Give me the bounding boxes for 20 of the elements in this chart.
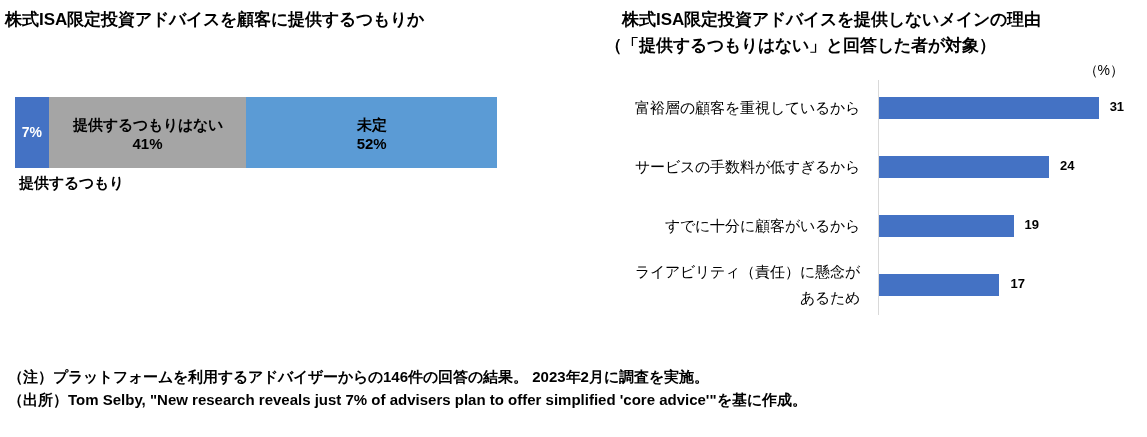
text: （注）プラットフォームを利用するアドバイザーからの146件の回答の結果。 2023年2月に調査を実施。 <box>8 367 710 387</box>
y-tick-label: 富裕層の顧客を重視しているから <box>635 98 860 119</box>
data-label: 17 <box>1010 275 1025 291</box>
chart-title: 株式ISA限定投資アドバイスを提供しないメインの理由 <box>622 9 1042 31</box>
series-label: 未定 <box>355 115 388 134</box>
series-label: 提供するつもりはない <box>71 115 224 134</box>
y-tick-label: ライアビリティ（責任）に懸念があるため <box>634 261 860 308</box>
chart-subtitle: （「提供するつもりはない」と回答した者が対象） <box>605 35 996 57</box>
chart-title: 株式ISA限定投資アドバイスを顧客に提供するつもりか <box>5 9 425 31</box>
data-label: 19 <box>1024 216 1040 232</box>
data-label: 31 <box>1109 99 1125 115</box>
data-label: 41% <box>131 134 164 153</box>
data-label: 7% <box>20 123 43 140</box>
series-label: 提供するつもり <box>19 174 124 191</box>
y-tick-label: サービスの手数料が低すぎるから <box>635 157 860 178</box>
y-tick-label: すでに十分に顧客がいるから <box>665 215 860 236</box>
data-label: 24 <box>1060 158 1075 174</box>
text: （%） <box>1083 62 1124 80</box>
data-label: 52% <box>355 134 388 153</box>
text: （出所）Tom Selby, "New research reveals just 7% of advisers plan to offer simplified 'core advice'"を基に作成。 <box>8 390 808 410</box>
